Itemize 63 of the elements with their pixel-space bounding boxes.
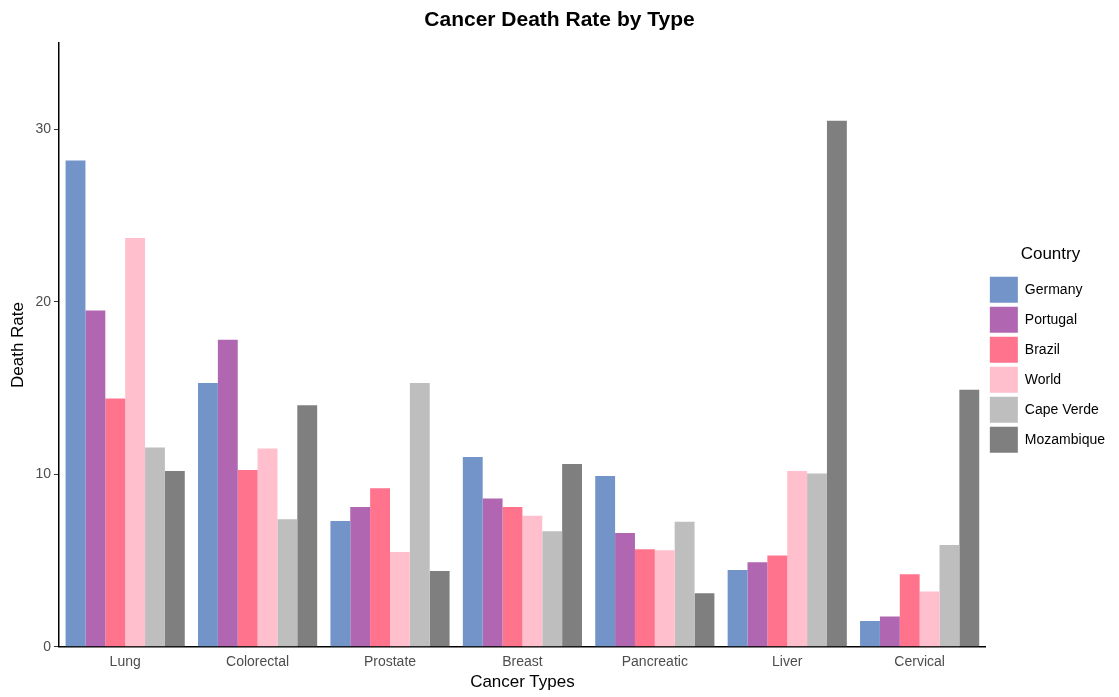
bar	[297, 405, 318, 647]
bar	[615, 532, 635, 647]
bar	[502, 507, 523, 647]
bar	[654, 550, 675, 647]
y-tick-label: 10	[35, 465, 52, 482]
bar	[125, 238, 146, 647]
x-tick-label: Cervical	[894, 653, 945, 670]
bar	[85, 310, 106, 647]
x-tick-label: Liver	[772, 653, 803, 670]
bar	[747, 562, 768, 647]
x-tick-label: Breast	[502, 653, 543, 670]
bar	[694, 593, 715, 647]
bar	[787, 470, 808, 647]
x-tick-label: Pancreatic	[621, 653, 688, 670]
legend-label: Brazil	[1024, 340, 1060, 357]
bar	[350, 507, 371, 647]
bar	[237, 470, 258, 647]
legend-label: Germany	[1024, 280, 1083, 297]
bar	[65, 160, 86, 647]
legend-label: Cape Verde	[1024, 400, 1100, 417]
legend-label: World	[1024, 370, 1062, 387]
y-axis-title: Death Rate	[7, 302, 27, 388]
chart-title: Cancer Death Rate by Type	[424, 7, 695, 31]
bar	[198, 382, 218, 647]
y-tick-label: 0	[43, 637, 52, 654]
bar	[409, 382, 430, 647]
bar	[482, 498, 503, 647]
x-tick-label: Colorectal	[226, 653, 290, 670]
bar	[727, 570, 748, 647]
y-tick-label: 20	[35, 292, 52, 309]
bar	[164, 470, 185, 647]
legend-label: Mozambique	[1024, 430, 1106, 447]
x-tick-label: Prostate	[363, 653, 417, 670]
bar	[429, 570, 450, 647]
bar	[959, 389, 980, 647]
bar	[277, 519, 298, 647]
y-tick-label: 30	[35, 120, 52, 137]
bar	[370, 488, 390, 647]
bar	[390, 551, 410, 647]
bar	[634, 549, 655, 647]
bar	[674, 521, 695, 647]
bar	[145, 447, 165, 647]
bar	[919, 591, 940, 647]
bar	[562, 464, 582, 647]
bar	[595, 476, 616, 647]
bar	[542, 531, 563, 647]
bar	[257, 448, 278, 647]
bar	[217, 339, 238, 647]
bar	[105, 398, 126, 647]
bar	[939, 545, 960, 647]
bar	[767, 555, 788, 647]
bar	[879, 616, 900, 647]
bar	[860, 620, 880, 647]
bar	[807, 473, 827, 647]
legend-label: Portugal	[1024, 310, 1077, 327]
bar	[330, 520, 351, 647]
bar	[522, 515, 543, 647]
x-tick-label: Lung	[109, 653, 141, 670]
bar	[826, 120, 847, 647]
bar	[462, 457, 483, 647]
x-axis-title: Cancer Types	[470, 672, 575, 692]
bar	[899, 574, 920, 647]
legend-title: Country	[1020, 244, 1081, 264]
